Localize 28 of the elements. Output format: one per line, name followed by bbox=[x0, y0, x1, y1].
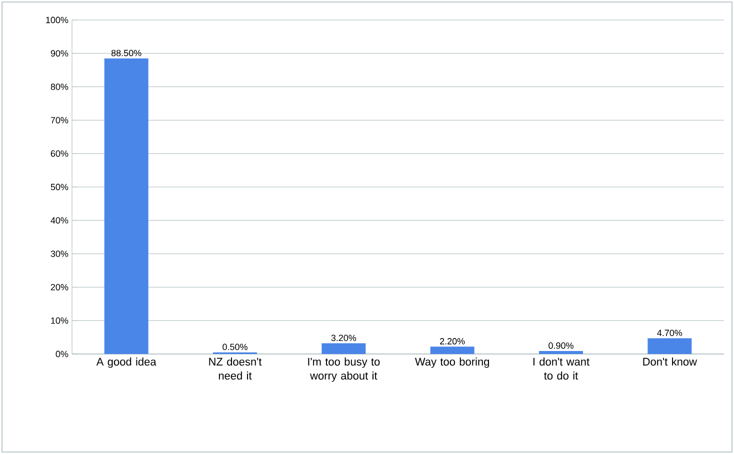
y-tick-label: 0% bbox=[56, 350, 68, 358]
x-tick-label: I'm too busy to worry about it bbox=[308, 358, 380, 382]
y-tick-label: 80% bbox=[50, 84, 68, 90]
bar bbox=[648, 338, 692, 354]
y-tick-label: 90% bbox=[50, 50, 68, 57]
x-tick-label: NZ doesn't need it bbox=[209, 358, 262, 380]
x-tick-label: Don't know bbox=[643, 358, 698, 366]
y-tick-label: 70% bbox=[50, 117, 68, 124]
y-tick-label: 60% bbox=[50, 150, 68, 157]
data-label: 4.70% bbox=[657, 330, 682, 336]
data-label: 0.90% bbox=[548, 342, 574, 349]
x-tick-label: A good idea bbox=[96, 358, 156, 368]
bar bbox=[538, 350, 583, 354]
data-label: 88.50% bbox=[111, 50, 142, 56]
y-tick-label: 10% bbox=[51, 317, 68, 324]
bar bbox=[104, 58, 148, 354]
data-label: 0.50% bbox=[222, 344, 248, 350]
bar bbox=[322, 343, 366, 354]
data-label: 3.20% bbox=[331, 334, 356, 342]
data-label: 2.20% bbox=[440, 338, 465, 344]
y-tick-label: 20% bbox=[50, 284, 68, 290]
x-tick-label: Way too boring bbox=[414, 358, 490, 368]
x-tick-label: I don't want to do it bbox=[533, 358, 590, 380]
y-tick-label: 40% bbox=[50, 217, 68, 224]
y-tick-label: 30% bbox=[50, 250, 68, 257]
y-tick-label: 100% bbox=[46, 16, 68, 24]
bar bbox=[430, 346, 474, 354]
y-tick-label: 50% bbox=[50, 184, 68, 190]
